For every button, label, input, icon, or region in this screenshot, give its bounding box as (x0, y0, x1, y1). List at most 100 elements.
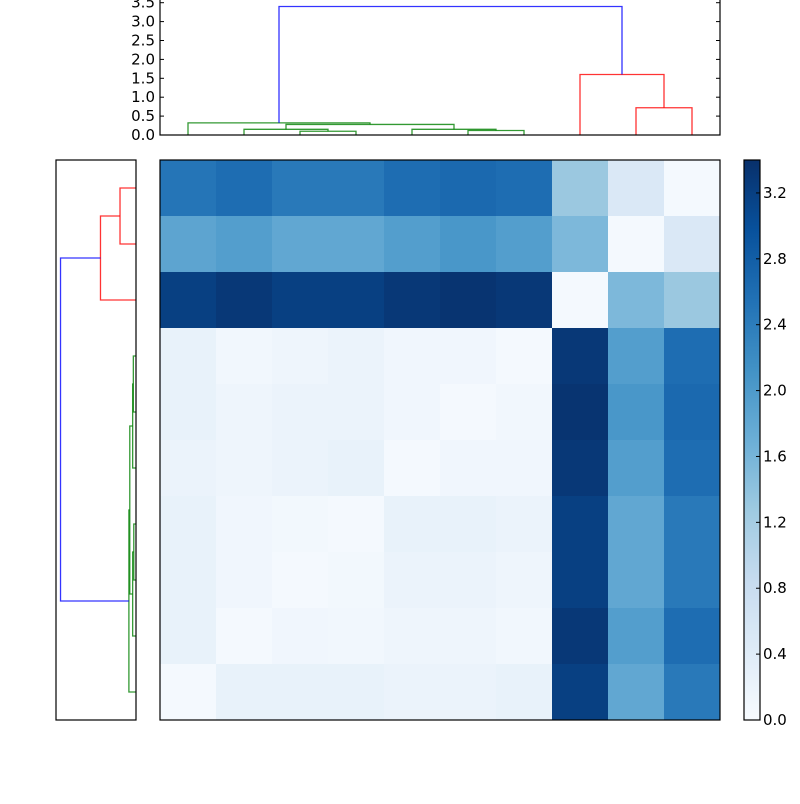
heatmap-cell (384, 608, 441, 665)
heatmap-cell (384, 440, 441, 497)
heatmap-cell (608, 216, 665, 273)
heatmap-cell (328, 552, 385, 609)
heatmap-cell (328, 328, 385, 385)
heatmap-cell (384, 328, 441, 385)
heatmap-cell (384, 384, 441, 441)
heatmap-cell (384, 160, 441, 217)
heatmap-cell (496, 440, 553, 497)
heatmap-cell (272, 664, 329, 721)
heatmap-cell (440, 384, 497, 441)
top-dendrogram-tick-label: 1.0 (131, 88, 155, 106)
top-dendrogram-tick-label: 2.0 (131, 50, 155, 68)
top-dendrogram-tick-label: 0.0 (131, 126, 155, 144)
heatmap-cell (664, 272, 721, 329)
top-dendrogram-frame (159, 0, 721, 136)
heatmap-cell (440, 272, 497, 329)
heatmap (160, 160, 721, 721)
top-dendrogram (187, 5, 693, 135)
heatmap-cell (608, 552, 665, 609)
heatmap-cell (664, 496, 721, 553)
heatmap-cell (440, 440, 497, 497)
heatmap-cell (216, 496, 273, 553)
heatmap-cell (160, 384, 217, 441)
dendrogram-link (467, 129, 525, 135)
dendrogram-link (59, 257, 129, 602)
heatmap-cell (608, 384, 665, 441)
heatmap-cell (272, 552, 329, 609)
heatmap-cell (328, 664, 385, 721)
colorbar-axis: 0.0 0.4 0.8 1.2 1.6 2.0 2.4 2.8 3.2 (756, 184, 787, 729)
top-dendrogram-y-axis: 0.00.51.01.52.02.53.03.5 (131, 0, 720, 144)
heatmap-cell (496, 272, 553, 329)
colorbar (744, 160, 760, 720)
heatmap-cell (216, 384, 273, 441)
heatmap-cell (496, 552, 553, 609)
heatmap-cell (272, 608, 329, 665)
heatmap-cell (384, 664, 441, 721)
heatmap-cell (664, 440, 721, 497)
heatmap-cell (272, 160, 329, 217)
heatmap-cell (552, 496, 609, 553)
top-dendrogram-tick-label: 1.5 (131, 69, 155, 87)
heatmap-cell (384, 216, 441, 273)
heatmap-cell (440, 160, 497, 217)
dendrogram-link (635, 107, 693, 135)
heatmap-cell (552, 664, 609, 721)
colorbar-tick-label: 3.2 (763, 184, 787, 202)
heatmap-cell (272, 272, 329, 329)
heatmap-cell (160, 440, 217, 497)
colorbar-tick-label: 2.4 (763, 316, 787, 334)
colorbar-frame (743, 159, 761, 721)
heatmap-cell (160, 552, 217, 609)
heatmap-cell (328, 496, 385, 553)
heatmap-cell (216, 608, 273, 665)
dendrogram-link (579, 73, 665, 135)
heatmap-cell (664, 216, 721, 273)
dendrogram-link (285, 123, 455, 130)
heatmap-cell (608, 496, 665, 553)
heatmap-cell (552, 216, 609, 273)
top-dendrogram-tick-label: 3.0 (131, 13, 155, 31)
heatmap-cell (328, 160, 385, 217)
heatmap-cell (328, 384, 385, 441)
dendrogram-link (278, 5, 623, 123)
heatmap-cell (216, 160, 273, 217)
heatmap-cell (160, 328, 217, 385)
heatmap-frame (159, 159, 721, 721)
heatmap-cell (272, 384, 329, 441)
heatmap-cell (328, 440, 385, 497)
heatmap-cell (440, 552, 497, 609)
heatmap-cell (272, 328, 329, 385)
colorbar-tick-label: 0.8 (763, 579, 787, 597)
dendrogram-link (99, 215, 136, 301)
heatmap-cell (384, 552, 441, 609)
heatmap-cell (608, 160, 665, 217)
heatmap-cell (664, 664, 721, 721)
heatmap-cell (160, 608, 217, 665)
heatmap-cell (496, 608, 553, 665)
top-dendrogram-tick-label: 0.5 (131, 107, 155, 125)
heatmap-cell (328, 608, 385, 665)
heatmap-cell (216, 664, 273, 721)
colorbar-tick-label: 2.0 (763, 382, 787, 400)
heatmap-cell (552, 608, 609, 665)
heatmap-cell (496, 496, 553, 553)
heatmap-cell (272, 496, 329, 553)
colorbar-tick-label: 0.4 (763, 645, 787, 663)
heatmap-cell (272, 216, 329, 273)
heatmap-cell (328, 216, 385, 273)
heatmap-cell (664, 608, 721, 665)
heatmap-cell (216, 440, 273, 497)
heatmap-cell (496, 384, 553, 441)
heatmap-cell (384, 496, 441, 553)
heatmap-cell (440, 216, 497, 273)
heatmap-cell (328, 272, 385, 329)
heatmap-cell (664, 552, 721, 609)
left-dendrogram-frame (55, 159, 137, 721)
heatmap-cell (496, 160, 553, 217)
colorbar-tick-label: 1.6 (763, 447, 787, 465)
colorbar-tick-label: 1.2 (763, 513, 787, 531)
heatmap-cell (440, 608, 497, 665)
heatmap-cell (272, 440, 329, 497)
